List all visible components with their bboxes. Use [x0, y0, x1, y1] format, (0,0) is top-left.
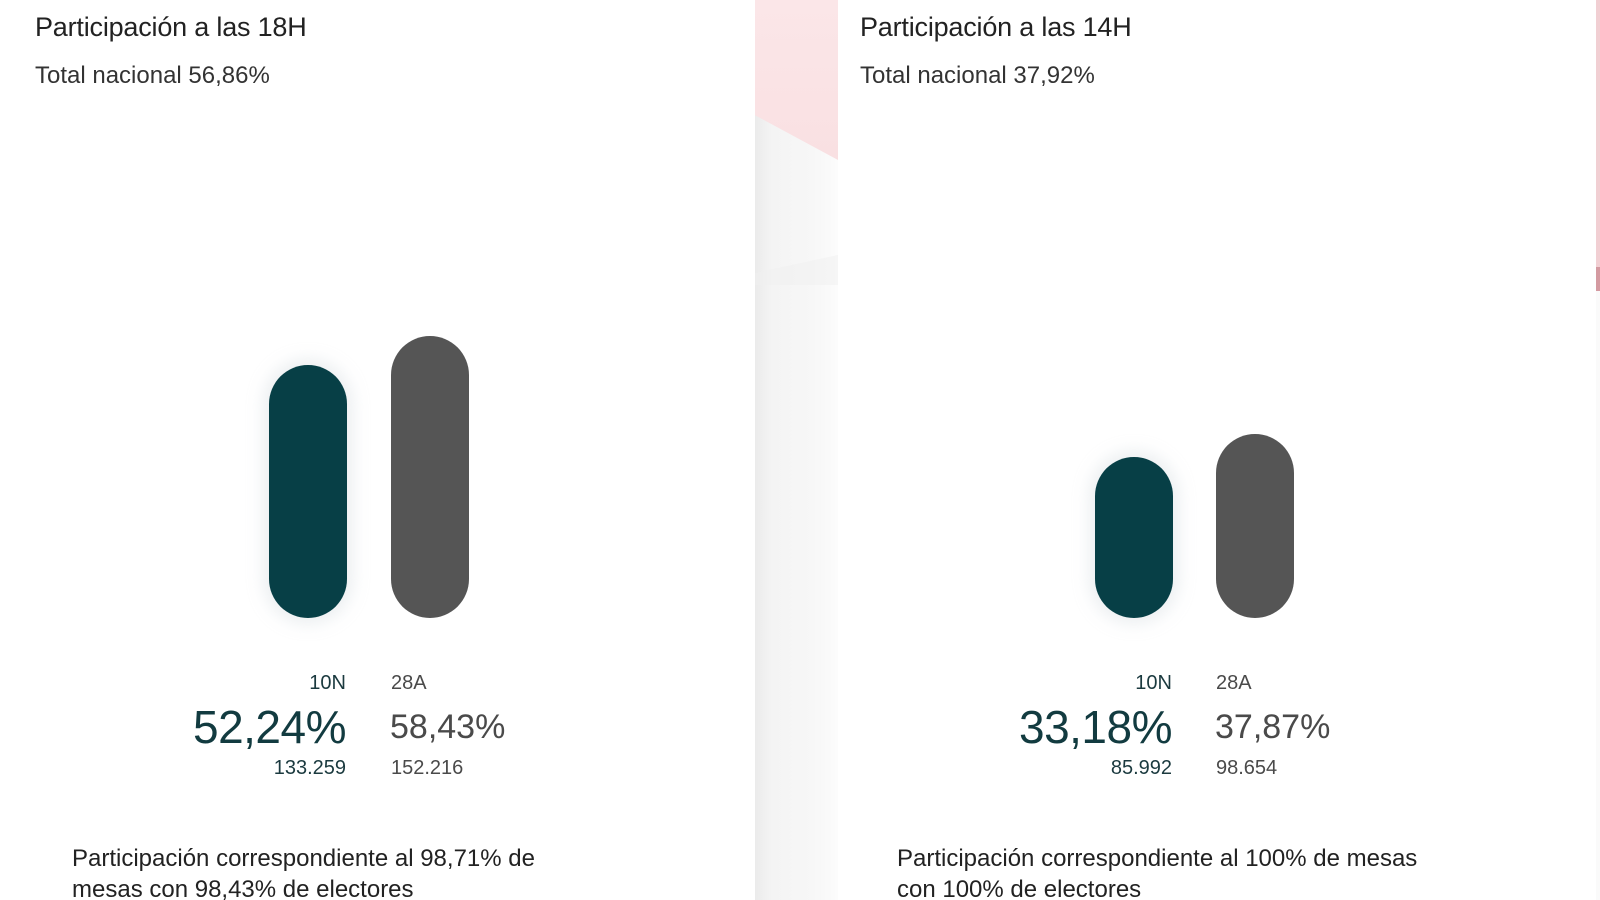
label-current-count: 133.259 — [273, 757, 346, 779]
label-previous-count: 98.654 — [1216, 757, 1278, 779]
bar-previous-28a — [391, 336, 469, 618]
label-previous-percent: 37,87% — [1215, 708, 1331, 746]
label-previous-percent: 58,43% — [390, 708, 506, 746]
panel-title: Participación a las 18H — [35, 12, 307, 42]
panel-title: Participación a las 14H — [860, 12, 1132, 42]
panel-separator — [755, 0, 838, 900]
national-total: Total nacional 56,86% — [35, 62, 270, 89]
decorative-band — [755, 255, 838, 285]
label-current-percent: 52,24% — [192, 701, 347, 753]
label-current-tag: 10N — [309, 672, 346, 694]
label-current-percent: 33,18% — [1018, 701, 1173, 753]
label-previous-tag: 28A — [391, 672, 427, 694]
footnote-line-1: Participación correspondiente al 100% de… — [897, 845, 1418, 872]
bar-current-10n — [269, 365, 347, 618]
label-previous-count: 152.216 — [391, 757, 464, 779]
scrollbar-track[interactable] — [1596, 0, 1600, 267]
turnout-panel-18h: Participación a las 18H Total nacional 5… — [0, 0, 755, 900]
vertical-scrollbar[interactable] — [1596, 0, 1600, 900]
label-current-tag: 10N — [1135, 672, 1172, 694]
turnout-panel-14h: Participación a las 14H Total nacional 3… — [840, 0, 1596, 900]
national-total: Total nacional 37,92% — [860, 62, 1095, 89]
label-previous-tag: 28A — [1216, 672, 1252, 694]
coverage-footnote: Participación correspondiente al 100% de… — [897, 843, 1417, 900]
footnote-line-1: Participación correspondiente al 98,71% … — [72, 845, 535, 872]
footnote-line-2: con 100% de electores — [897, 876, 1142, 900]
label-current-count: 85.992 — [1110, 757, 1172, 779]
bar-current-10n — [1095, 457, 1173, 618]
scrollbar-thumb[interactable] — [1596, 267, 1600, 291]
decorative-pink-shape — [755, 0, 838, 160]
coverage-footnote: Participación correspondiente al 98,71% … — [72, 843, 535, 900]
bar-previous-28a — [1216, 434, 1294, 618]
footnote-line-2: mesas con 98,43% de electores — [72, 876, 414, 900]
